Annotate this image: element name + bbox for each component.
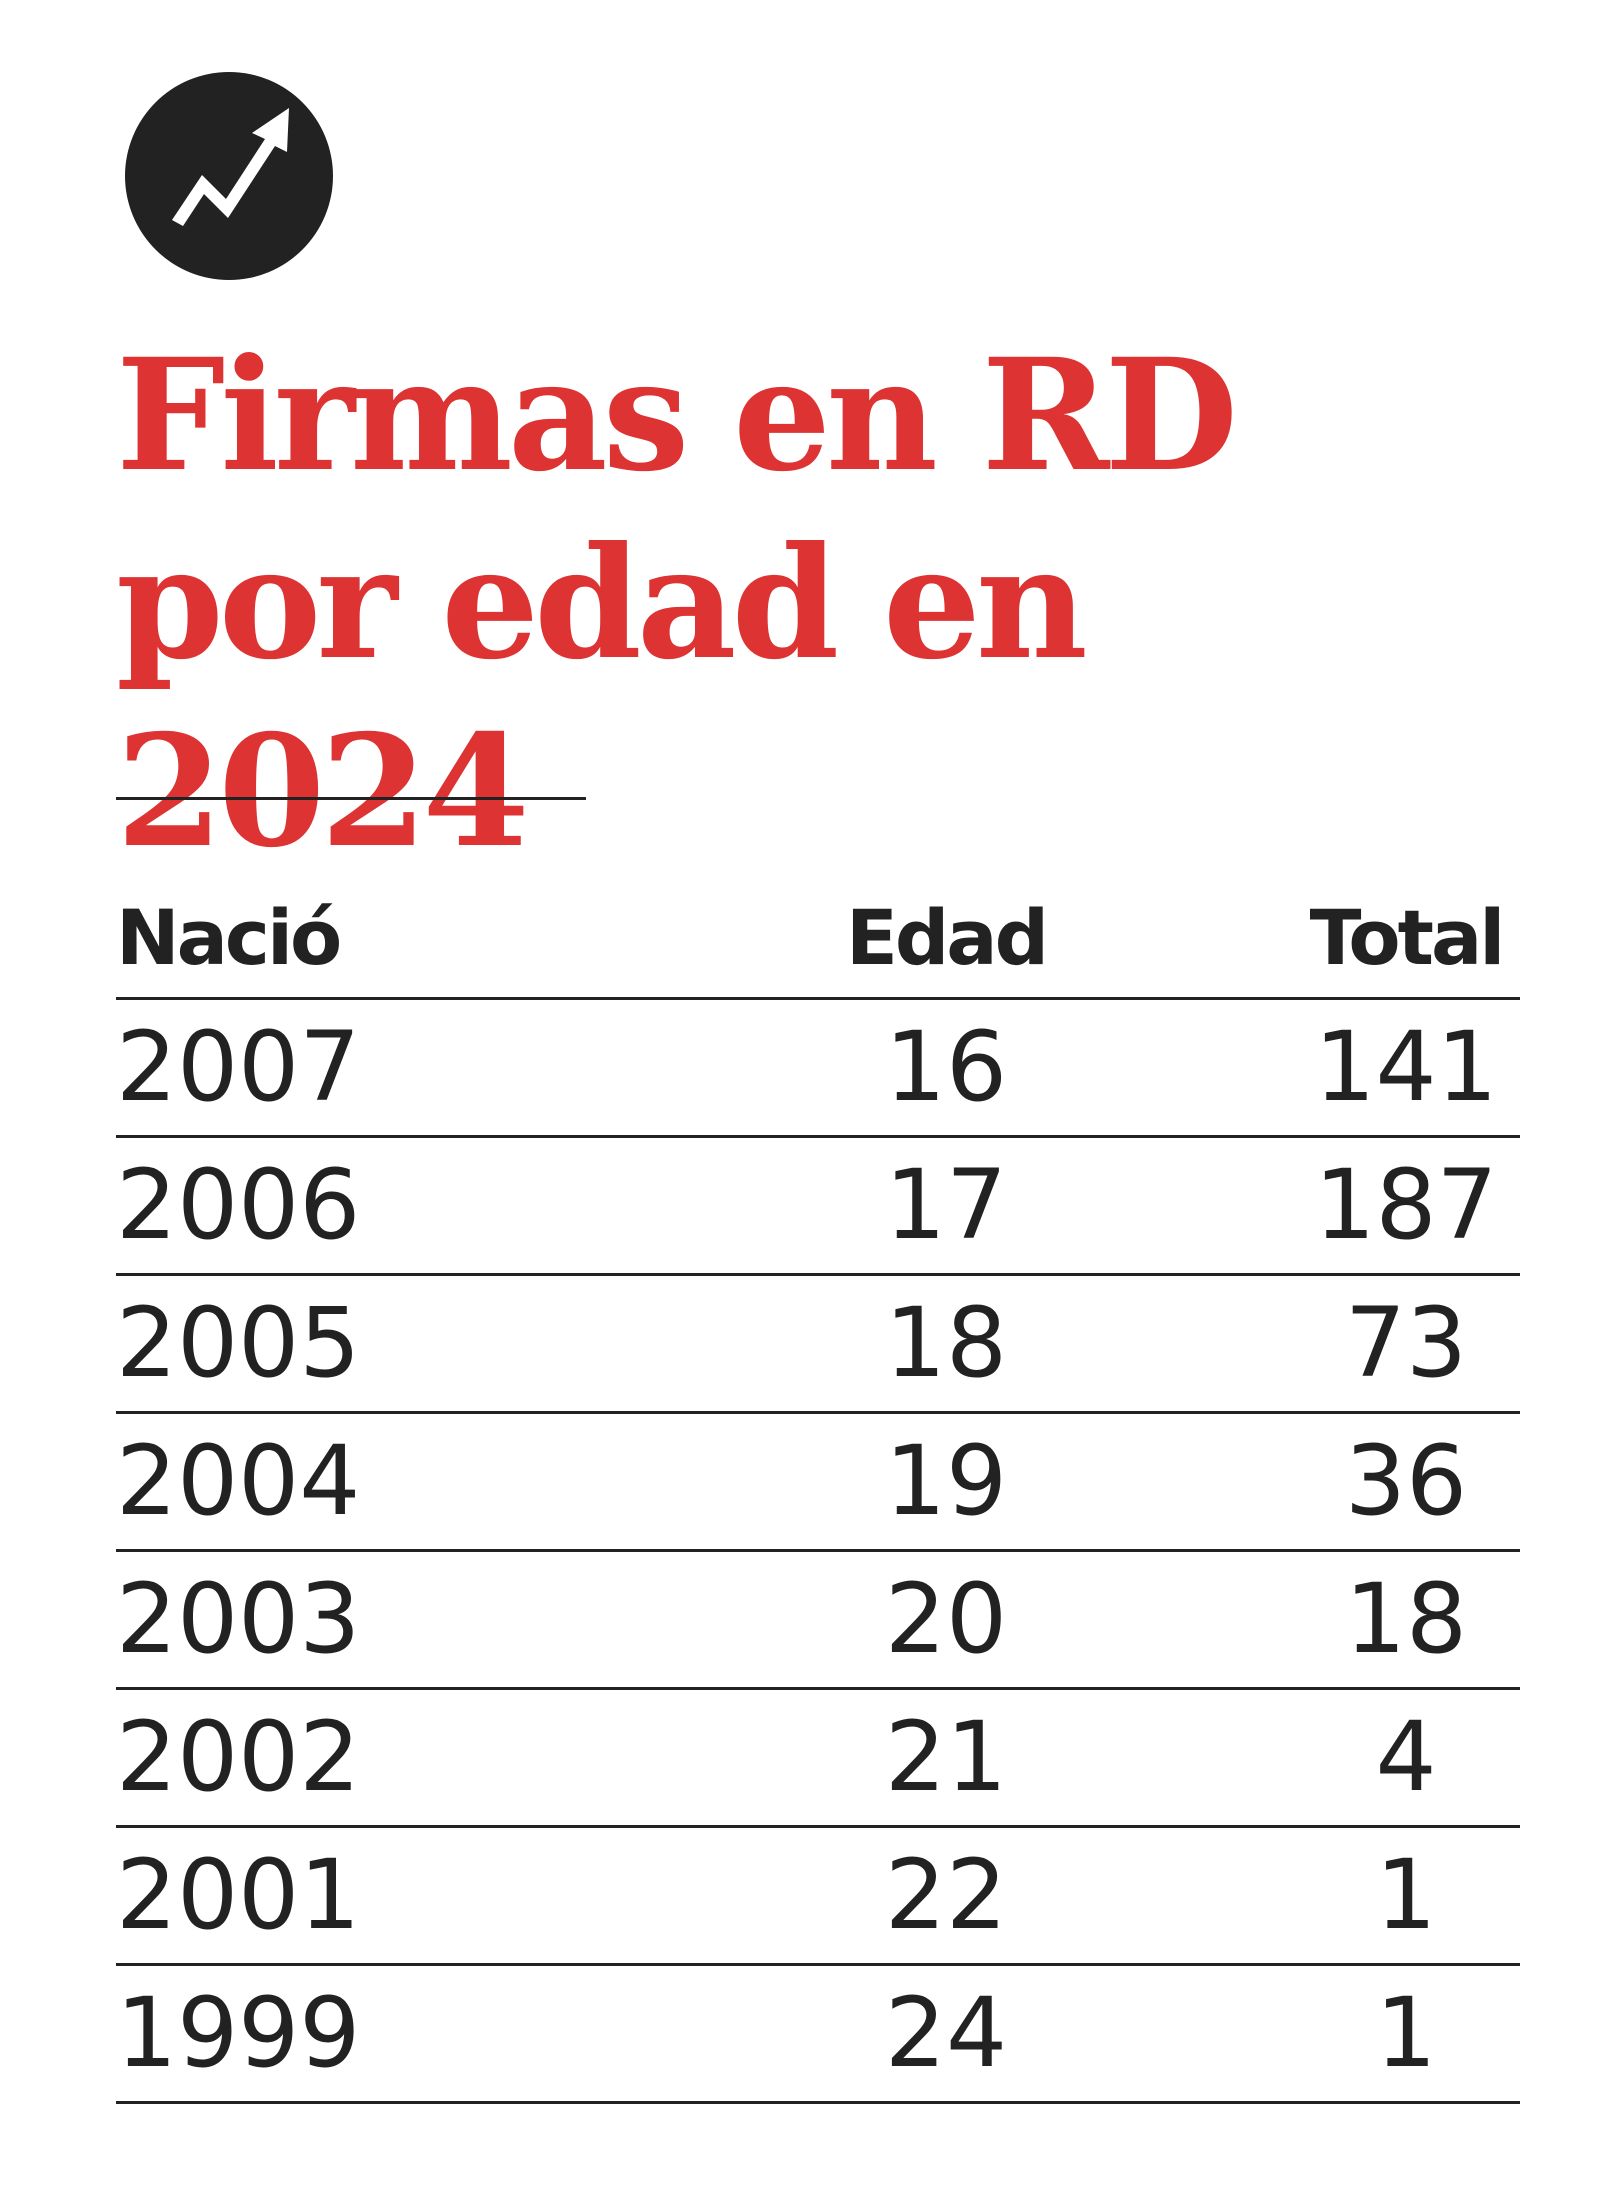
cell-edad: 24 [884,1977,1008,2089]
table-row: 2003 20 18 [116,1552,1520,1690]
cell-nacio: 2005 [116,1287,361,1399]
cell-nacio: 2006 [116,1149,361,1261]
trending-arrow-icon [125,72,333,280]
cell-total: 1 [1375,1839,1437,1951]
cell-nacio: 2003 [116,1563,361,1675]
cell-nacio: 2007 [116,1011,361,1123]
data-table: Nació Edad Total 2007 16 141 2006 17 187… [116,890,1520,2104]
cell-total: 4 [1375,1701,1437,1813]
table-header-row: Nació Edad Total [116,890,1520,1000]
cell-total: 18 [1344,1563,1468,1675]
cell-nacio: 1999 [116,1977,361,2089]
table-row: 1999 24 1 [116,1966,1520,2104]
column-header-nacio: Nació [116,893,342,982]
cell-edad: 22 [884,1839,1008,1951]
cell-edad: 20 [884,1563,1008,1675]
cell-edad: 19 [884,1425,1008,1537]
column-header-total: Total [1309,893,1506,982]
cell-total: 141 [1314,1011,1498,1123]
cell-total: 187 [1314,1149,1498,1261]
cell-edad: 16 [884,1011,1008,1123]
cell-total: 73 [1344,1287,1468,1399]
column-header-edad: Edad [845,893,1049,982]
cell-edad: 18 [884,1287,1008,1399]
table-row: 2006 17 187 [116,1138,1520,1276]
cell-nacio: 2004 [116,1425,361,1537]
table-row: 2002 21 4 [116,1690,1520,1828]
cell-total: 1 [1375,1977,1437,2089]
cell-edad: 17 [884,1149,1008,1261]
title-divider [116,797,586,800]
cell-nacio: 2001 [116,1839,361,1951]
table-row: 2004 19 36 [116,1414,1520,1552]
table-row: 2001 22 1 [116,1828,1520,1966]
table-row: 2007 16 141 [116,1000,1520,1138]
cell-total: 36 [1344,1425,1468,1537]
table-row: 2005 18 73 [116,1276,1520,1414]
page-title: Firmas en RD por edad en 2024 [116,325,1238,882]
cell-nacio: 2002 [116,1701,361,1813]
cell-edad: 21 [884,1701,1008,1813]
